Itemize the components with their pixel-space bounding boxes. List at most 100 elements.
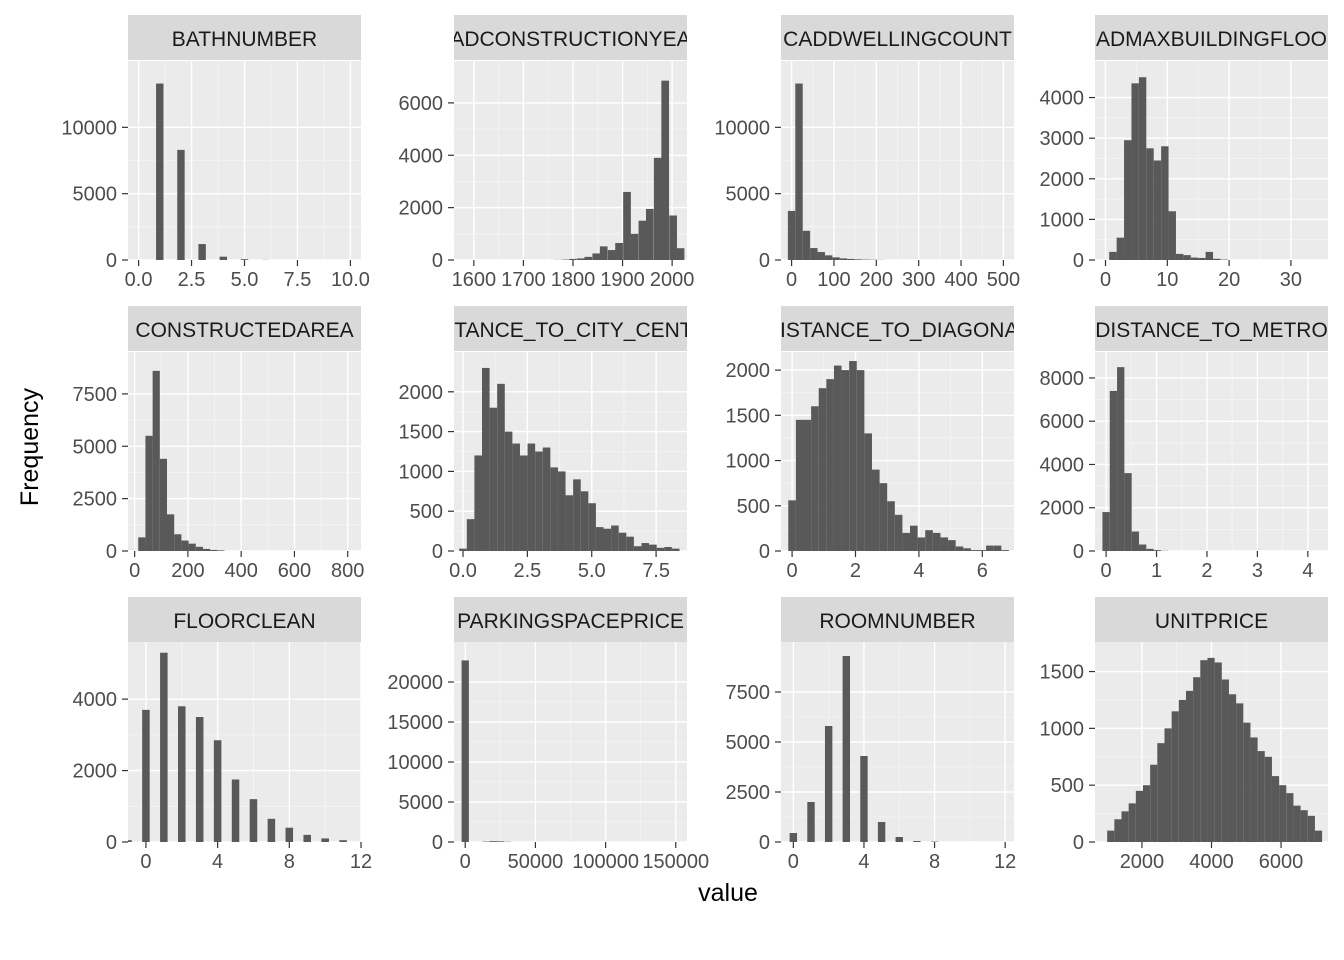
histogram-bar <box>948 540 956 551</box>
y-tick-label: 500 <box>1051 775 1084 797</box>
facet-panel: CADMAXBUILDINGFLOOR 0 1000 2000 3000 4000 0 10 2… <box>1040 15 1328 291</box>
histogram-bar <box>1168 211 1176 260</box>
histogram-bar <box>676 248 685 260</box>
histogram-bar <box>535 451 543 551</box>
y-tick-label: 5000 <box>73 436 118 458</box>
facet-title: CADCONSTRUCTIONYEAR <box>435 28 706 51</box>
y-tick-label: 0 <box>432 832 443 854</box>
x-tick-label: 0 <box>460 851 471 873</box>
y-tick-label: 1500 <box>1040 662 1085 684</box>
y-tick-label: 0 <box>759 250 770 272</box>
histogram-bar <box>664 547 672 551</box>
y-tick-label: 5000 <box>726 184 771 206</box>
y-tick-label: 10000 <box>714 117 770 139</box>
histogram-bar <box>181 540 189 551</box>
histogram-bar <box>553 259 562 260</box>
histogram-bar <box>1250 737 1258 842</box>
facet-title: FLOORCLEAN <box>173 610 315 633</box>
histogram-bar <box>577 258 585 260</box>
histogram-bar <box>1135 790 1143 842</box>
histogram-bar <box>459 548 467 551</box>
histogram-bar <box>611 525 619 551</box>
histogram-bar <box>195 717 204 842</box>
histogram-bar <box>339 840 347 842</box>
histogram-bars <box>156 83 270 260</box>
histogram-bars <box>459 367 680 551</box>
histogram-bar <box>188 543 196 551</box>
histogram-bar <box>504 431 513 551</box>
strip-background <box>454 15 687 60</box>
histogram-bar <box>810 248 818 260</box>
y-tick-label: 0 <box>759 832 770 854</box>
histogram-bar <box>902 532 911 551</box>
histogram-bar <box>789 833 798 842</box>
histogram-bars <box>1102 367 1169 551</box>
facet-title: CADDWELLINGCOUNT <box>783 28 1012 51</box>
histogram-bar <box>1220 259 1228 260</box>
histogram-bar <box>461 660 469 842</box>
y-tick-label: 5000 <box>726 732 771 754</box>
histogram-bar <box>1175 253 1184 260</box>
histogram-bar <box>653 157 662 260</box>
histogram-bar <box>856 370 865 551</box>
histogram-bar <box>489 841 497 842</box>
histogram-bar <box>864 433 872 551</box>
histogram-bar <box>138 537 146 551</box>
x-tick-label: 300 <box>902 269 935 291</box>
histogram-bar <box>557 471 566 551</box>
y-tick-label: 1000 <box>1040 209 1085 231</box>
histogram-bar <box>1300 810 1308 842</box>
histogram-bar <box>1193 677 1201 842</box>
histogram-bar <box>1243 722 1251 842</box>
histogram-bars <box>1107 657 1323 842</box>
y-tick-label: 1000 <box>726 451 771 473</box>
x-tick-label: 30 <box>1280 269 1302 291</box>
histogram-bar <box>1279 785 1287 842</box>
histogram-bar <box>573 479 581 551</box>
histogram-bar <box>128 840 132 842</box>
y-tick-label: 3000 <box>1040 128 1085 150</box>
histogram-bar <box>894 514 903 551</box>
x-tick-label: 8 <box>284 851 295 873</box>
histogram-bar <box>285 827 294 842</box>
y-tick-label: 2000 <box>399 198 444 220</box>
panel-background <box>1095 352 1328 551</box>
y-tick-label: 0 <box>1073 541 1084 563</box>
x-tick-label: 200 <box>171 560 204 582</box>
histogram-bar <box>795 419 804 551</box>
histogram-bar <box>795 83 803 260</box>
histogram-bar <box>1131 83 1139 260</box>
x-axis-title: value <box>698 879 758 907</box>
y-tick-label: 15000 <box>387 712 443 734</box>
x-tick-label: 2.5 <box>513 560 541 582</box>
histogram-bar <box>1153 550 1161 551</box>
y-tick-label: 8000 <box>1040 368 1085 390</box>
facet-strip: FLOORCLEAN <box>128 597 361 642</box>
y-tick-label: 10000 <box>387 752 443 774</box>
y-tick-label: 5000 <box>399 792 444 814</box>
y-tick-label: 0 <box>1073 832 1084 854</box>
x-tick-label: 1700 <box>501 269 546 291</box>
histogram-bar <box>1214 662 1222 842</box>
histogram-bar <box>630 233 639 260</box>
facet-title: DISTANCE_TO_DIAGONAL <box>765 319 1030 342</box>
y-tick-label: 0 <box>432 250 443 272</box>
histogram-bar <box>1160 550 1169 551</box>
facet-strip: DISTANCE_TO_CITY_CENTER <box>454 306 687 351</box>
histogram-bar <box>489 407 498 551</box>
y-tick-label: 0 <box>1073 250 1084 272</box>
x-tick-label: 4 <box>1302 560 1313 582</box>
x-tick-label: 600 <box>278 560 311 582</box>
histogram-bar <box>1109 390 1118 551</box>
strip-background <box>1095 15 1328 60</box>
y-tick-label: 2000 <box>399 382 444 404</box>
histogram-bar <box>1213 258 1221 260</box>
y-tick-label: 4000 <box>1040 454 1085 476</box>
histogram-bar <box>1198 257 1206 260</box>
histogram-bar <box>145 435 153 551</box>
histogram-bar <box>1185 690 1194 842</box>
facet-title: BATHNUMBER <box>172 28 317 51</box>
x-tick-label: 100 <box>817 269 850 291</box>
histogram-bar <box>879 483 888 551</box>
y-tick-label: 4000 <box>399 145 444 167</box>
